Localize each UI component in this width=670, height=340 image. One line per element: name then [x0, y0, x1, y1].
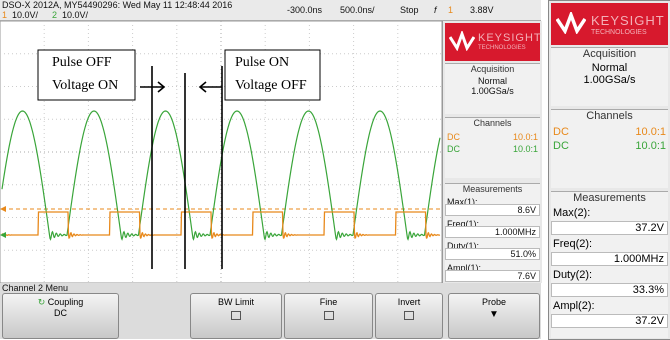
brand-logo: KEYSIGHT TECHNOLOGIES: [551, 3, 668, 45]
measurement: Duty(1):51.0%: [445, 241, 540, 260]
softkey-value: DC: [3, 308, 118, 318]
measurement-value: 1.000MHz: [551, 252, 668, 266]
measurement: Freq(2): 1.000MHz: [551, 238, 668, 266]
measurement: Max(2): 37.2V: [551, 207, 668, 235]
acq-mode: Normal: [445, 76, 540, 86]
measurement-label: Max(2):: [553, 207, 590, 219]
ch2-number: 2: [52, 10, 57, 20]
probe-ratio: 10.0:1: [635, 126, 666, 138]
measurements-section: Measurements Max(1):8.6V Freq(1):1.000MHz…: [445, 183, 540, 282]
softkey-bw-limit[interactable]: BW Limit: [190, 293, 282, 339]
brand-logo: KEYSIGHT TECHNOLOGIES: [445, 23, 540, 61]
measurement-value: 37.2V: [551, 221, 668, 235]
brand-name: KEYSIGHT: [591, 13, 665, 28]
section-title: Acquisition: [445, 64, 540, 74]
time-position: -300.0ns: [287, 5, 322, 15]
measurement-value: 8.6V: [445, 204, 540, 216]
section-title: Acquisition: [551, 48, 668, 60]
softkey-text: Coupling: [48, 297, 84, 307]
trigger-channel: 1: [448, 5, 453, 15]
brand-sub: TECHNOLOGIES: [478, 45, 526, 51]
coupling: DC: [447, 144, 460, 154]
measurement-value: 7.6V: [445, 270, 540, 282]
brand-name: KEYSIGHT: [478, 32, 542, 44]
softkey-text: Fine: [285, 297, 372, 307]
waveform-display: Pulse OFF Voltage ON Pulse ON Voltage OF…: [0, 21, 442, 283]
checkbox: [231, 311, 241, 320]
measurement: Max(1):8.6V: [445, 197, 540, 216]
measurement-label: Freq(2):: [553, 238, 592, 250]
probe-ratio: 10.0:1: [635, 140, 666, 152]
measurements-section: Measurements Max(2): 37.2V Freq(2): 1.000MH…: [551, 191, 668, 338]
measurement-value: 33.3%: [551, 283, 668, 297]
section-title: Channels: [551, 110, 668, 122]
ch2-scale: 10.0V/: [62, 10, 88, 20]
screenshot: DSO-X 2012A, MY54490296: Wed May 11 12:4…: [0, 0, 670, 339]
softkey-text: BW Limit: [191, 297, 281, 307]
section-title: Measurements: [445, 184, 540, 194]
measurement: Ampl(2): 37.2V: [551, 300, 668, 328]
checkbox: [324, 311, 334, 320]
enlarged-panel: KEYSIGHT TECHNOLOGIES Acquisition Normal…: [548, 0, 670, 340]
acquisition-section: Acquisition Normal 1.00GSa/s: [445, 63, 540, 114]
measurement-value: 37.2V: [551, 314, 668, 328]
measurement-label: Ampl(2):: [553, 300, 595, 312]
ch1-number: 1: [2, 10, 7, 20]
coupling: DC: [553, 126, 569, 138]
measurement: Ampl(1):7.6V: [445, 263, 540, 282]
measurement: Freq(1):1.000MHz: [445, 219, 540, 238]
checkbox: [404, 311, 414, 320]
acq-rate: 1.00GSa/s: [445, 86, 540, 96]
measurement-label: Duty(2):: [553, 269, 592, 281]
softkey-coupling[interactable]: ↻ Coupling DC: [2, 293, 119, 339]
section-title: Channels: [445, 118, 540, 128]
time-scale: 500.0ns/: [340, 5, 375, 15]
softkey-text: Invert: [376, 297, 442, 307]
measurement-value: 51.0%: [445, 248, 540, 260]
brand-icon: [449, 31, 475, 51]
ch1-scale: 10.0V/: [12, 10, 38, 20]
softkey-probe[interactable]: Probe ▼: [448, 293, 540, 339]
acq-rate: 1.00GSa/s: [551, 74, 668, 86]
trigger-level: 3.88V: [470, 5, 494, 15]
brand-icon: [556, 12, 586, 34]
trigger-icon: f: [434, 5, 437, 15]
menu-title: Channel 2 Menu: [2, 283, 68, 293]
run-state: Stop: [400, 5, 419, 15]
probe-ratio: 10.0:1: [513, 144, 538, 154]
coupling: DC: [447, 132, 460, 142]
annotation-text: Pulse ON: [235, 55, 289, 70]
softkey-label: ↻ Coupling: [3, 297, 118, 308]
arrow-icon: ▼: [449, 309, 539, 320]
coupling: DC: [553, 140, 569, 152]
model: DSO-X 2012A, MY54490296: Wed May 11 12:4…: [2, 0, 232, 10]
softkey-fine[interactable]: Fine: [284, 293, 373, 339]
softkey-text: Probe: [449, 297, 539, 307]
brand-sub: TECHNOLOGIES: [591, 29, 647, 36]
channels-section: Channels DC 10.0:1 DC 10.0:1: [445, 117, 540, 178]
softkey-invert[interactable]: Invert: [375, 293, 443, 339]
channels-section: Channels DC 10.0:1 DC 10.0:1: [551, 109, 668, 188]
section-title: Measurements: [551, 192, 668, 204]
acq-mode: Normal: [551, 62, 668, 74]
acquisition-section: Acquisition Normal 1.00GSa/s: [551, 47, 668, 106]
measurement-value: 1.000MHz: [445, 226, 540, 238]
probe-ratio: 10.0:1: [513, 132, 538, 142]
annotation-text: Voltage ON: [52, 78, 118, 93]
annotation-text: Voltage OFF: [235, 78, 307, 93]
annotation-text: Pulse OFF: [52, 55, 112, 70]
measurement: Duty(2): 33.3%: [551, 269, 668, 297]
sidebar: KEYSIGHT TECHNOLOGIES Acquisition Normal…: [442, 21, 542, 283]
